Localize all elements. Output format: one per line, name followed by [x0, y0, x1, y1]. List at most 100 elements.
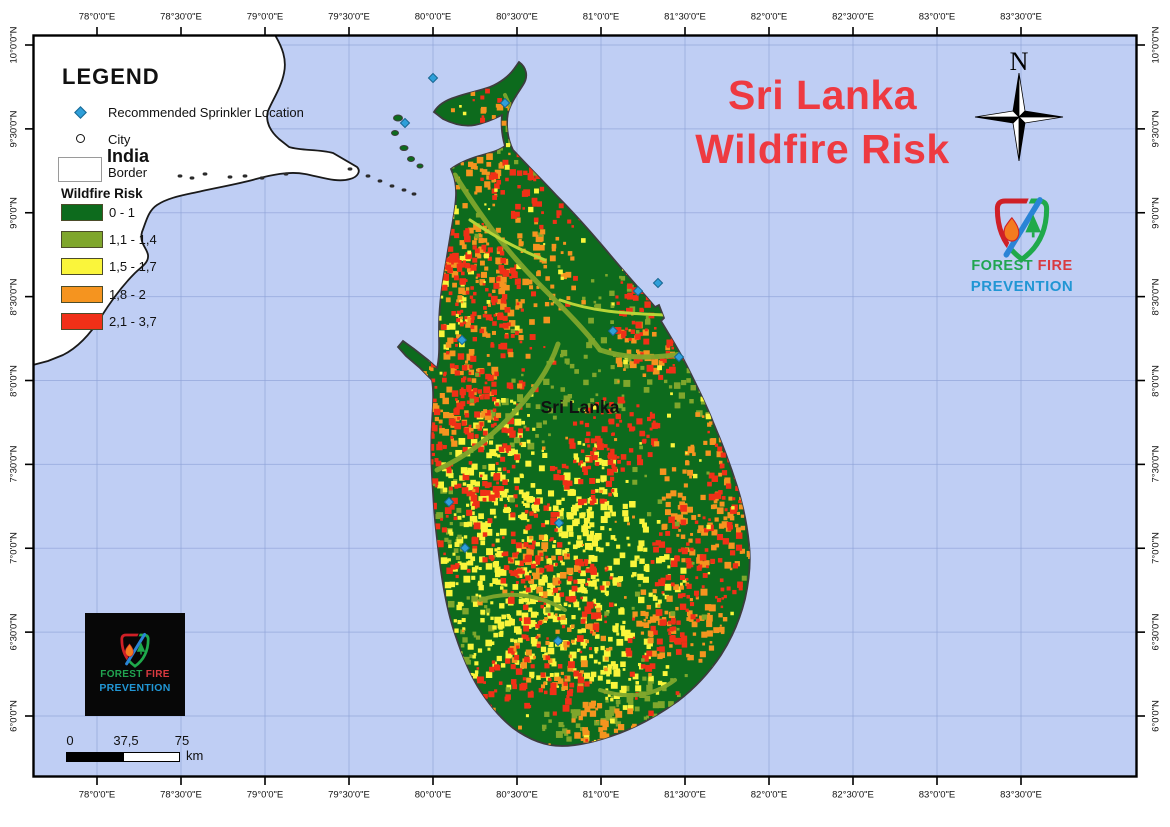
raster-cell: [443, 552, 446, 556]
raster-cell: [460, 162, 464, 166]
raster-cell: [506, 469, 511, 474]
raster-cell: [440, 409, 444, 413]
raster-cell: [524, 597, 530, 603]
raster-cell: [670, 634, 676, 640]
raster-cell: [536, 508, 540, 512]
raster-cell: [522, 278, 529, 286]
raster-cell: [570, 709, 575, 714]
raster-cell: [495, 312, 499, 317]
raster-cell: [552, 505, 559, 512]
raster-cell: [516, 572, 523, 578]
raster-cell: [535, 567, 543, 575]
raster-cell: [545, 607, 551, 613]
raster-cell: [529, 624, 534, 628]
raster-cell: [470, 91, 476, 96]
raster-cell: [481, 169, 488, 175]
raster-cell: [598, 704, 602, 709]
raster-cell: [554, 562, 558, 566]
raster-cell: [584, 409, 587, 413]
raster-cell: [550, 385, 554, 389]
raster-cell: [482, 497, 487, 502]
raster-cell: [521, 368, 525, 372]
raster-cell: [647, 416, 652, 422]
raster-cell: [656, 519, 661, 524]
raster-cell: [479, 234, 483, 238]
raster-cell: [489, 508, 496, 515]
raster-cell: [643, 618, 647, 622]
raster-cell: [566, 579, 572, 585]
raster-cell: [729, 515, 735, 521]
raster-cell: [541, 724, 547, 730]
raster-cell: [496, 150, 501, 154]
raster-cell: [589, 676, 595, 682]
raster-cell: [471, 575, 476, 580]
raster-cell: [620, 625, 626, 631]
raster-cell: [573, 709, 581, 716]
raster-cell: [626, 536, 630, 540]
raster-cell: [454, 422, 461, 430]
raster-cell: [548, 658, 553, 663]
raster-cell: [563, 472, 571, 480]
raster-cell: [567, 661, 575, 668]
raster-cell: [713, 627, 720, 634]
raster-cell: [440, 557, 448, 564]
raster-cell: [724, 508, 728, 512]
raster-cell: [480, 414, 485, 418]
raster-cell: [495, 462, 499, 465]
raster-cell: [502, 479, 508, 485]
raster-cell: [718, 613, 723, 618]
raster-cell: [462, 515, 465, 518]
raster-cell: [590, 438, 596, 444]
raster-cell: [492, 195, 497, 200]
raster-cell: [636, 349, 640, 353]
raster-cell: [581, 300, 586, 305]
raster-cell: [632, 466, 638, 473]
raster-cell: [507, 322, 511, 327]
raster-cell: [527, 414, 530, 417]
raster-cell: [565, 436, 568, 440]
raster-cell: [515, 217, 521, 223]
raster-cell: [610, 488, 615, 493]
raster-cell: [466, 384, 472, 391]
raster-cell: [451, 497, 458, 505]
raster-cell: [662, 358, 667, 363]
raster-cell: [565, 271, 572, 278]
raster-cell: [717, 558, 723, 563]
raster-cell: [549, 673, 554, 677]
raster-cell: [607, 565, 613, 571]
raster-cell: [678, 548, 682, 553]
raster-cell: [525, 714, 529, 718]
lon-tick-label: 79°0'0"E: [246, 789, 284, 801]
raster-cell: [467, 521, 473, 527]
islet: [259, 176, 265, 180]
raster-cell: [460, 271, 465, 276]
raster-cell: [597, 438, 603, 444]
raster-cell: [457, 319, 463, 325]
raster-cell: [544, 301, 550, 307]
raster-cell: [487, 362, 491, 366]
raster-cell: [595, 461, 600, 467]
raster-cell: [574, 369, 579, 374]
raster-cell: [580, 710, 587, 717]
raster-cell: [446, 589, 453, 597]
raster-cell: [688, 538, 693, 543]
raster-cell: [554, 528, 558, 532]
raster-cell: [486, 175, 491, 180]
raster-cell: [538, 232, 543, 237]
raster-cell: [665, 350, 671, 356]
raster-cell: [669, 644, 673, 648]
raster-cell: [431, 478, 439, 486]
raster-cell: [609, 706, 616, 713]
raster-cell: [637, 558, 640, 561]
raster-cell: [614, 378, 620, 385]
raster-cell: [530, 544, 535, 550]
raster-cell: [470, 490, 474, 495]
raster-cell: [566, 736, 572, 742]
raster-cell: [513, 572, 518, 577]
raster-cell: [501, 397, 506, 403]
raster-cell: [595, 546, 601, 552]
raster-cell: [500, 586, 504, 590]
raster-cell: [706, 620, 713, 628]
raster-cell: [630, 560, 637, 568]
raster-cell: [513, 436, 521, 444]
